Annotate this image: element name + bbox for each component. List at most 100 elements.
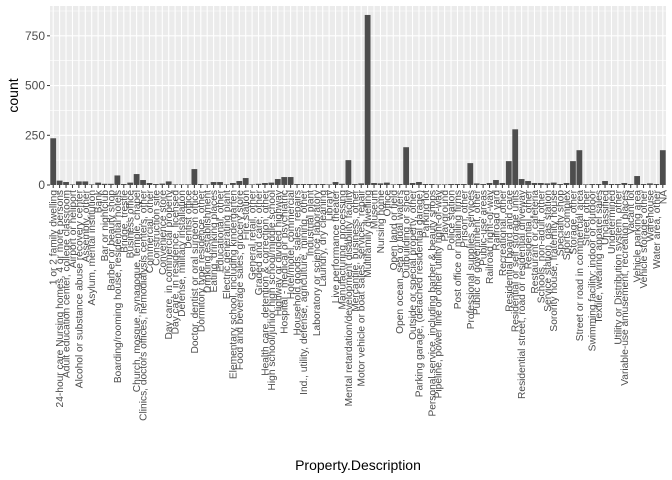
x-tick-label: Parking lot: [421, 190, 432, 238]
x-tick-label: Vehicle parking area: [633, 190, 644, 283]
x-tick-label: Unclassified: [601, 190, 612, 245]
bar: [441, 184, 448, 185]
x-tick-label: Convenience store: [158, 190, 169, 275]
bar: [274, 179, 281, 185]
bar: [249, 184, 256, 185]
x-tick-label: Water area, other: [652, 189, 663, 269]
x-tick-label: Highway or divided highway: [273, 189, 284, 316]
bar: [185, 184, 191, 185]
x-tick-label: Sorority house, fraternity house: [549, 190, 560, 332]
bar: [499, 183, 506, 185]
bar: [159, 183, 166, 185]
x-tick-label: Sports complex: [562, 190, 573, 260]
x-tick-label: Industrial plant: [305, 190, 316, 256]
bar: [255, 183, 262, 185]
y-axis-title: count: [5, 78, 21, 112]
bar: [358, 183, 365, 185]
bar: [473, 183, 480, 185]
x-tick-label: Food and beverage sales, grocery store: [235, 190, 246, 370]
x-tick-label: Museum: [370, 190, 381, 229]
bar: [120, 184, 127, 185]
bar: [56, 180, 63, 185]
bar: [544, 183, 551, 185]
x-tick-label: Residential, other: [524, 189, 535, 269]
bar: [537, 183, 544, 185]
x-tick-label: Dentist office: [183, 190, 194, 249]
x-tick-label: Defense, military installation: [177, 190, 188, 317]
bar: [550, 182, 557, 185]
x-tick-label: Personal service, including barber & bea…: [427, 190, 438, 417]
bar: [493, 180, 499, 185]
x-tick-label: Live performance theater: [331, 189, 342, 303]
x-tick-label: Barber or beauty shop: [106, 190, 117, 291]
bar: [595, 184, 602, 185]
y-tick-label: 500: [25, 79, 45, 93]
x-tick-label: Pipeline, power line or other utility ri…: [434, 189, 445, 398]
x-tick-label: Multifamily dwelling: [363, 190, 374, 278]
x-tick-label: Household goods, sales, repairs: [293, 190, 304, 336]
bar: [403, 147, 410, 185]
bar: [589, 184, 596, 185]
bar: [223, 184, 230, 185]
bar: [608, 184, 615, 185]
bar: [345, 160, 352, 185]
x-tick-label: Storage, other: [568, 189, 579, 254]
bar: [435, 184, 442, 185]
bar: [326, 184, 333, 185]
x-tick-label: Motor vehicle or boat sales, services, r…: [357, 189, 368, 386]
bar: [634, 176, 641, 185]
bar: [287, 177, 294, 185]
bar: [396, 184, 403, 185]
x-tick-label: Boarding/rooming house, residential hote…: [113, 190, 124, 383]
bar: [127, 182, 134, 185]
bar: [152, 184, 159, 185]
bar: [114, 175, 121, 185]
bar: [621, 183, 628, 185]
x-tick-label: Educational, other: [216, 189, 227, 272]
x-tick-label: Undetermined: [607, 190, 618, 254]
bar: [525, 181, 531, 185]
x-tick-label: Residential board and care: [504, 190, 515, 312]
bar: [339, 183, 345, 185]
bar: [82, 181, 89, 185]
x-tick-label: Graded and care, other: [254, 189, 265, 295]
x-tick-label: Mental retardation/development disabilit…: [344, 189, 355, 406]
x-tick-label: Clinics, doctors offices, hemodialysis c…: [139, 189, 150, 420]
x-tick-label: Street or road in commercial area: [575, 190, 586, 342]
x-tick-label: Manufacturing, processing: [337, 190, 348, 310]
bar: [281, 177, 288, 185]
y-axis: 0 250 500 750: [25, 29, 50, 192]
bar: [371, 183, 377, 185]
x-tick-label: Parking garage, (detached residential ga…: [414, 190, 425, 397]
x-tick-label: Public-use areas: [479, 190, 490, 266]
x-tick-label: Swimming facility: indoor or outdoor: [588, 189, 599, 351]
bar: [63, 182, 69, 185]
bar: [229, 183, 236, 185]
bar: [640, 184, 647, 185]
x-axis-title: Property.Description: [295, 457, 421, 473]
y-tick-label: 250: [25, 128, 45, 142]
bar: [306, 184, 313, 185]
x-tick-label: Specialty shop: [556, 190, 567, 257]
x-tick-label: Railroad yard: [491, 190, 502, 251]
x-tick-label: Prison, other: [459, 189, 470, 247]
x-tick-label: Railroad right-of-way: [485, 189, 496, 284]
bar: [95, 182, 102, 185]
plot-panel: [50, 6, 666, 185]
bar: [467, 163, 474, 185]
bar: [140, 180, 146, 185]
x-tick-label: Restaurant or cafeteria: [530, 190, 541, 294]
bar: [332, 182, 339, 185]
x-tick-label: Airport or heliport: [68, 190, 79, 268]
bar: [313, 184, 320, 185]
bar: [505, 161, 512, 185]
x-tick-label: Asylum, mental institution: [87, 190, 98, 306]
x-tick-label: Doctor, dentist or oral surgeon office: [190, 190, 201, 354]
x-tick-label: Alcohol or substance abuse recovery cent…: [74, 189, 85, 388]
x-tick-label: Mercantile, business, other: [350, 189, 361, 311]
x-tick-label: NA: [658, 190, 669, 204]
x-tick-label: Outside or special property, other: [408, 189, 419, 339]
x-tick-label: Textile, wearing apparel sales: [594, 190, 605, 324]
x-tick-label: Vacant lot: [626, 190, 637, 235]
x-tick-label: Laboratory or science laboratory: [312, 189, 323, 336]
